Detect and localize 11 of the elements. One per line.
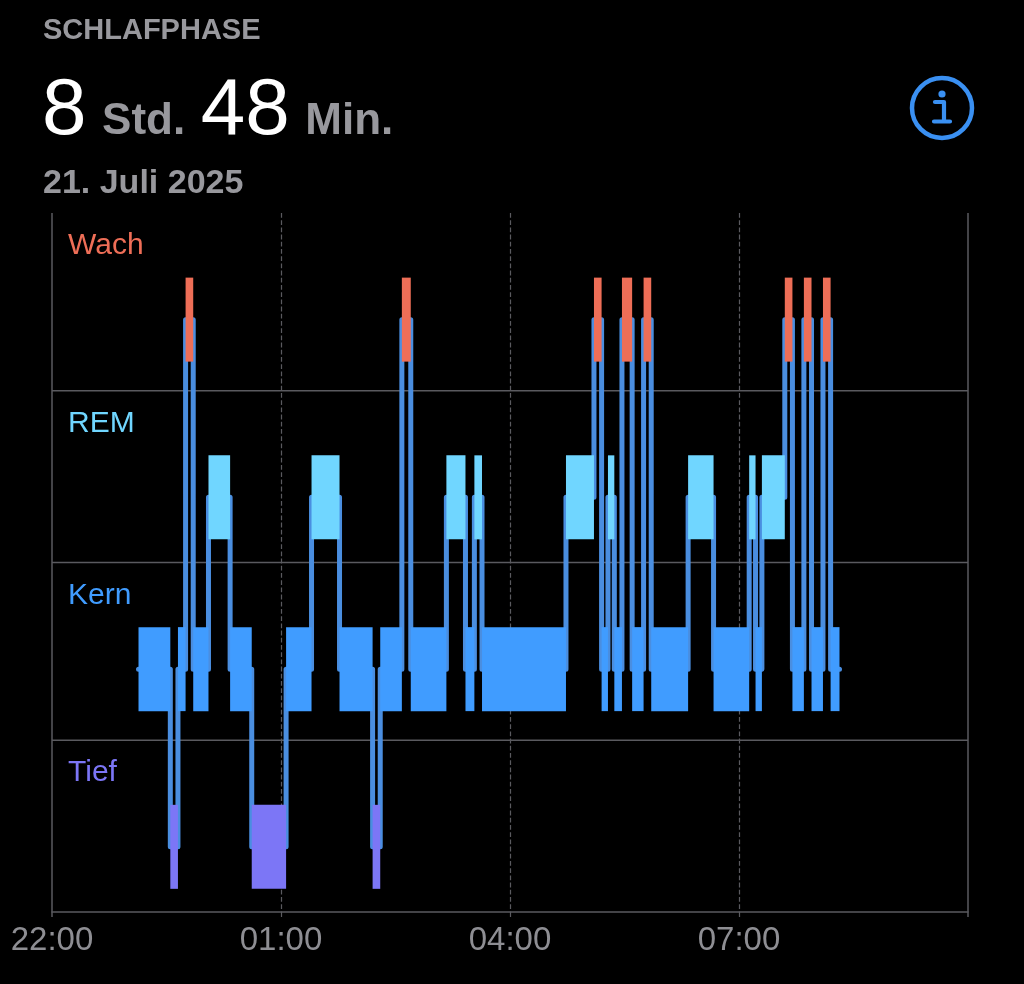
x-tick-label: 01:00: [239, 920, 323, 957]
text: Wach: [68, 227, 144, 261]
chart-title: SCHLAFPHASE: [43, 13, 261, 45]
text: Tief: [68, 754, 118, 788]
text: REM: [68, 404, 135, 438]
x-tick-label: 22:00: [10, 920, 94, 957]
x-tick-label: 04:00: [468, 920, 552, 957]
x-tick-label: 07:00: [697, 920, 781, 957]
chart-subtitle: 8 Std. 48 Min.: [42, 62, 394, 151]
series-label: Kern: [68, 576, 132, 610]
text: 21. Juli 2025: [43, 162, 244, 200]
